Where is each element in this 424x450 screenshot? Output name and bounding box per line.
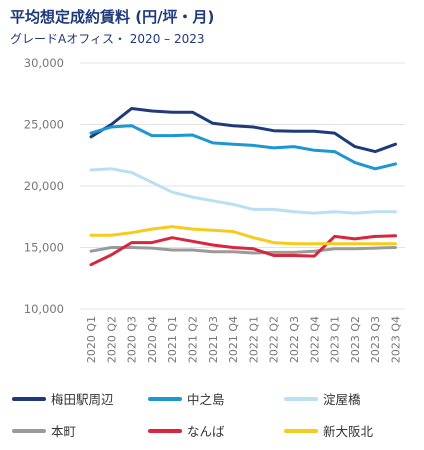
x-tick-label: 2020 Q2 — [105, 316, 118, 363]
y-tick-label: 10,000 — [24, 302, 64, 316]
x-tick-label: 2021 Q1 — [166, 316, 179, 363]
series-line — [89, 225, 397, 246]
x-tick-label: 2022 Q3 — [288, 316, 301, 363]
x-tick-label: 2020 Q4 — [146, 316, 159, 363]
series-line — [89, 246, 397, 255]
x-tick-label: 2022 Q4 — [308, 316, 321, 363]
x-tick-label: 2021 Q2 — [187, 316, 200, 363]
x-tick-label: 2022 Q1 — [247, 316, 260, 363]
series-line — [89, 107, 397, 154]
x-tick-label: 2020 Q1 — [85, 316, 98, 363]
x-tick-label: 2021 Q3 — [207, 316, 220, 363]
legend-label: なんば — [187, 424, 225, 439]
legend-label: 梅田駅周辺 — [51, 392, 114, 407]
x-tick-label: 2020 Q3 — [126, 316, 139, 363]
y-tick-label: 20,000 — [24, 179, 64, 193]
x-tick-label: 2023 Q1 — [329, 316, 342, 363]
x-tick-label: 2021 Q4 — [227, 316, 240, 363]
series-line — [89, 124, 397, 171]
x-tick-label: 2022 Q2 — [268, 316, 281, 363]
x-tick-label: 2023 Q3 — [369, 316, 382, 363]
y-tick-label: 15,000 — [24, 241, 64, 255]
legend-label: 本町 — [51, 424, 76, 439]
chart-title: 平均想定成約賃料 (円/坪・月) — [10, 8, 215, 26]
series-line — [89, 167, 397, 215]
chart-subtitle: グレードAオフィス・ 2020 – 2023 — [10, 32, 205, 46]
y-tick-label: 30,000 — [24, 56, 64, 70]
series-line — [89, 234, 397, 267]
y-tick-label: 25,000 — [24, 118, 64, 132]
legend-label: 淀屋橋 — [323, 392, 361, 407]
x-tick-label: 2023 Q4 — [390, 316, 403, 363]
legend-label: 新大阪北 — [323, 424, 374, 439]
legend-label: 中之島 — [187, 392, 225, 407]
x-tick-label: 2023 Q2 — [349, 316, 362, 363]
